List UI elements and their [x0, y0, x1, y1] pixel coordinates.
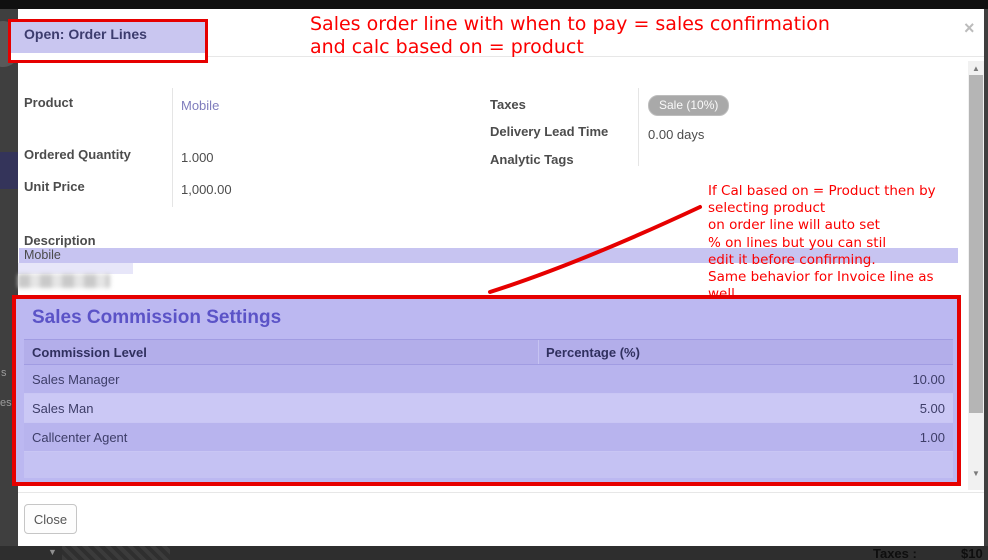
unit-price-label: Unit Price — [24, 179, 85, 194]
background-text-fragment: s — [1, 367, 7, 379]
delivery-lead-time-label: Delivery Lead Time — [490, 124, 609, 139]
field-separator — [638, 88, 639, 166]
description-text: Mobile — [24, 248, 61, 262]
close-button[interactable]: Close — [24, 504, 77, 534]
annotation-box-title: Open: Order Lines — [8, 19, 208, 63]
commission-level-cell: Callcenter Agent — [32, 429, 128, 445]
commission-table: Commission Level Percentage (%) Sales Ma… — [24, 339, 953, 478]
percentage-cell: 5.00 — [919, 400, 945, 416]
redacted-text-blur — [18, 274, 110, 288]
annotation-side-note: If Cal based on = Product then by select… — [708, 183, 978, 303]
annotation-arrow — [488, 205, 702, 294]
commission-section-title: Sales Commission Settings — [32, 307, 282, 328]
analytic-tags-label: Analytic Tags — [490, 152, 574, 167]
annotation-top-note: Sales order line with when to pay = sale… — [310, 13, 830, 59]
commission-level-cell: Sales Man — [32, 400, 94, 416]
dropdown-arrow-icon: ▼ — [48, 547, 57, 557]
description-label: Description — [24, 233, 96, 248]
empty-table-row — [24, 452, 953, 478]
order-lines-modal: Open: Order Lines × Sales order line wit… — [8, 9, 984, 546]
scrollbar-thumb[interactable] — [969, 75, 983, 413]
background-taxes-value: $10 — [961, 546, 983, 560]
annotation-line: If Cal based on = Product then by — [708, 183, 936, 199]
taxes-label: Taxes — [490, 97, 526, 112]
sales-commission-section: Sales Commission Settings Commission Lev… — [12, 295, 961, 486]
page-overlay-top — [0, 0, 988, 9]
modal-header-divider — [18, 56, 984, 57]
close-icon[interactable]: × — [964, 18, 975, 38]
annotation-line: Sales order line with when to pay = sale… — [310, 13, 830, 35]
annotation-line: selecting product — [708, 200, 826, 217]
scroll-down-icon[interactable]: ▼ — [972, 469, 980, 478]
modal-title: Open: Order Lines — [24, 26, 147, 42]
unit-price-value: 1,000.00 — [181, 182, 232, 197]
ordered-quantity-label: Ordered Quantity — [24, 147, 131, 162]
modal-scrollbar[interactable]: ▲ ▼ — [968, 61, 984, 490]
tax-badge: Sale (10%) — [648, 95, 730, 116]
hatched-area — [62, 546, 170, 560]
column-header-commission-level: Commission Level — [32, 344, 147, 360]
modal-footer-divider — [18, 492, 984, 493]
percentage-cell: 10.00 — [912, 371, 945, 387]
field-separator — [172, 88, 173, 207]
product-label: Product — [24, 95, 74, 110]
product-value-link[interactable]: Mobile — [181, 98, 220, 113]
delivery-lead-time-value: 0.00 days — [648, 127, 705, 142]
scroll-up-icon[interactable]: ▲ — [972, 63, 980, 73]
annotation-line: and calc based on = product — [310, 36, 584, 58]
background-text-fragment: es — [0, 397, 12, 409]
annotation-line: edit it before confirming. — [708, 251, 876, 268]
table-row[interactable]: Sales Manager 10.00 — [24, 365, 953, 394]
table-row[interactable]: Callcenter Agent 1.00 — [24, 423, 953, 452]
title-selection-highlight: Open: Order Lines — [11, 22, 205, 53]
annotation-line: on order line will auto set — [708, 217, 880, 234]
commission-table-header: Commission Level Percentage (%) — [24, 339, 953, 365]
percentage-cell: 1.00 — [919, 429, 945, 445]
annotation-line: % on lines but you can stil — [708, 234, 887, 251]
table-row[interactable]: Sales Man 5.00 — [24, 394, 953, 423]
page-overlay-right — [984, 9, 988, 546]
page-overlay-bottom: ▼ Taxes : $10 — [0, 546, 988, 560]
annotation-line: Same behavior for Invoice line as — [708, 269, 934, 286]
description-selection-highlight: Mobile — [19, 248, 958, 263]
ordered-quantity-value: 1.000 — [181, 150, 214, 165]
column-header-percentage: Percentage (%) — [538, 340, 953, 364]
commission-level-cell: Sales Manager — [32, 371, 120, 387]
background-taxes-label: Taxes : — [873, 546, 917, 560]
background-menu-fragment — [0, 152, 18, 189]
description-selection-highlight-2 — [18, 263, 133, 274]
